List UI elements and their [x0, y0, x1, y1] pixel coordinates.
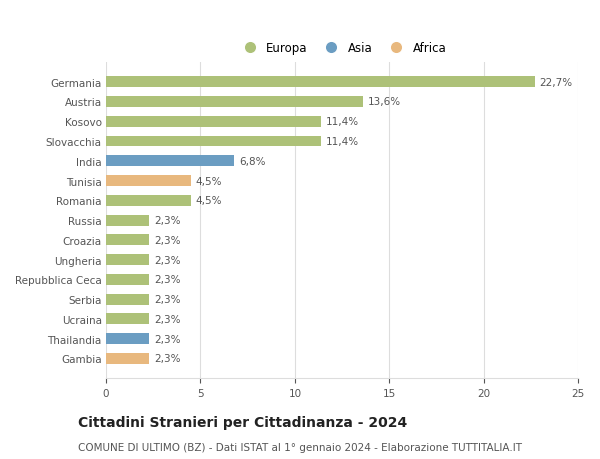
Bar	[106, 274, 149, 285]
Text: 2,3%: 2,3%	[154, 216, 181, 226]
Text: 2,3%: 2,3%	[154, 275, 181, 285]
Bar	[106, 176, 191, 187]
Text: 22,7%: 22,7%	[539, 78, 573, 88]
Text: 2,3%: 2,3%	[154, 235, 181, 245]
Bar	[106, 156, 235, 167]
Bar	[106, 97, 363, 108]
Text: 4,5%: 4,5%	[196, 176, 222, 186]
Bar	[106, 196, 191, 206]
Text: 6,8%: 6,8%	[239, 157, 266, 167]
Text: Cittadini Stranieri per Cittadinanza - 2024: Cittadini Stranieri per Cittadinanza - 2…	[78, 415, 407, 429]
Text: 2,3%: 2,3%	[154, 295, 181, 304]
Bar	[106, 235, 149, 246]
Bar	[106, 294, 149, 305]
Text: 13,6%: 13,6%	[368, 97, 401, 107]
Text: 2,3%: 2,3%	[154, 354, 181, 364]
Text: 4,5%: 4,5%	[196, 196, 222, 206]
Text: 2,3%: 2,3%	[154, 334, 181, 344]
Bar	[106, 314, 149, 325]
Bar	[106, 136, 322, 147]
Text: 11,4%: 11,4%	[326, 117, 359, 127]
Bar	[106, 255, 149, 265]
Text: COMUNE DI ULTIMO (BZ) - Dati ISTAT al 1° gennaio 2024 - Elaborazione TUTTITALIA.: COMUNE DI ULTIMO (BZ) - Dati ISTAT al 1°…	[78, 442, 522, 452]
Bar	[106, 77, 535, 88]
Bar	[106, 215, 149, 226]
Legend: Europa, Asia, Africa: Europa, Asia, Africa	[233, 37, 451, 60]
Text: 2,3%: 2,3%	[154, 255, 181, 265]
Bar	[106, 117, 322, 128]
Bar	[106, 334, 149, 344]
Text: 11,4%: 11,4%	[326, 137, 359, 147]
Text: 2,3%: 2,3%	[154, 314, 181, 324]
Bar	[106, 353, 149, 364]
